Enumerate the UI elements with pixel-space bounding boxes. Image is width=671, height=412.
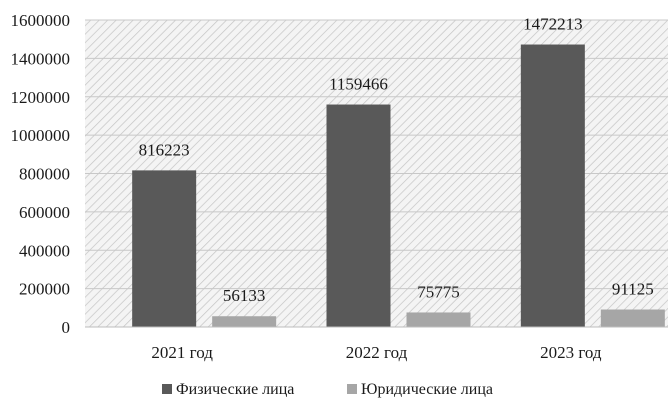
bar: [132, 170, 197, 327]
y-tick-label: 600000: [19, 203, 70, 222]
bar: [212, 316, 277, 327]
bars-group: [132, 44, 665, 327]
x-tick-label: 2021 год: [151, 343, 213, 362]
legend-swatch: [347, 384, 357, 394]
y-tick-label: 1600000: [11, 11, 71, 30]
legend: Физические лица Юридические лица: [162, 381, 493, 398]
data-label: 56133: [223, 286, 266, 305]
y-tick-label: 200000: [19, 280, 70, 299]
bar: [406, 312, 471, 327]
y-tick-label: 1200000: [11, 88, 71, 107]
y-tick-label: 0: [62, 318, 71, 337]
data-label: 91125: [612, 280, 654, 299]
y-tick-labels: 0 200000 400000 600000 800000 1000000 1200000 1…: [11, 11, 71, 337]
legend-swatch: [162, 384, 172, 394]
x-tick-label: 2022 год: [346, 343, 408, 362]
bar: [520, 44, 585, 327]
y-tick-label: 800000: [19, 165, 70, 184]
legend-label: Юридические лица: [361, 381, 493, 398]
data-labels: 816223 56133 1159466 75775 1472213 91125: [139, 15, 654, 306]
y-tick-label: 1400000: [11, 49, 71, 68]
legend-label: Физические лица: [176, 381, 294, 398]
data-label: 1159466: [329, 75, 388, 94]
data-label: 75775: [417, 282, 460, 301]
bar: [326, 104, 391, 327]
data-label: 816223: [139, 140, 190, 159]
data-label: 1472213: [523, 15, 583, 34]
y-tick-label: 400000: [19, 241, 70, 260]
x-tick-labels: 2021 год 2022 год 2023 год: [151, 343, 601, 362]
bar: [600, 309, 665, 327]
y-tick-label: 1000000: [11, 126, 71, 145]
x-tick-label: 2023 год: [540, 343, 602, 362]
